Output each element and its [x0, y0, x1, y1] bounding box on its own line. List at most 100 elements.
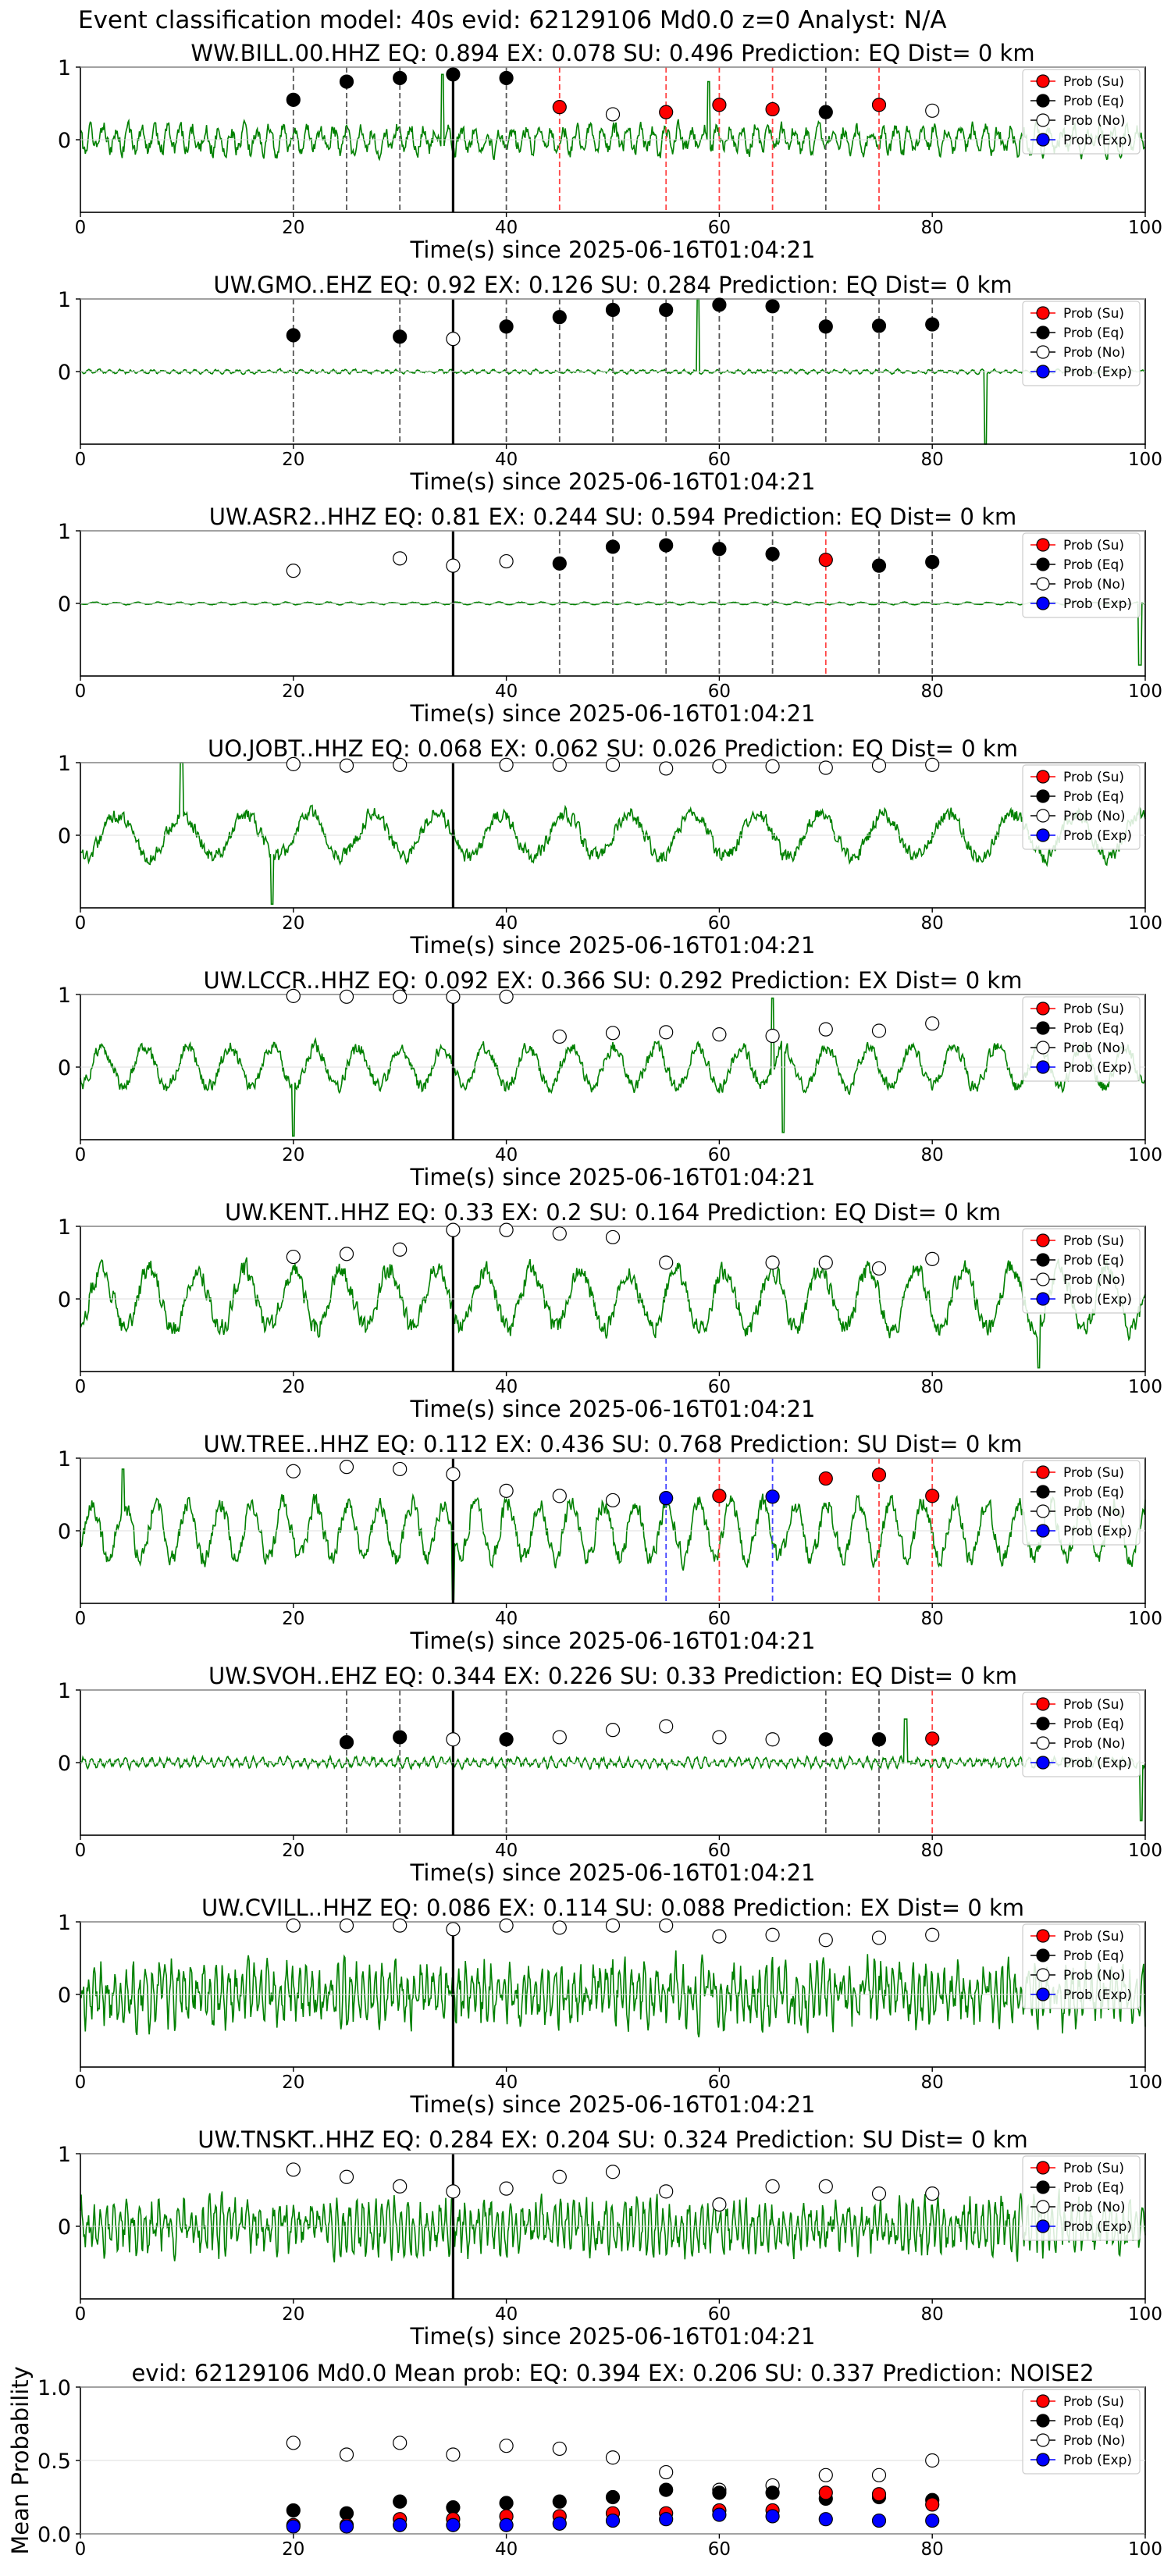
y-tick-label: 0 [58, 1288, 71, 1312]
legend-box [1022, 764, 1141, 850]
x-tick-label: 100 [1128, 1377, 1162, 1397]
prob-marker-no [393, 2179, 408, 2194]
prob-marker-no [286, 564, 301, 578]
panel-title: UW.CVILL..HHZ EQ: 0.086 EX: 0.114 SU: 0.… [201, 1895, 1024, 1921]
legend-label-no: Prob (No) [1063, 1736, 1126, 1752]
prob-marker-no [339, 2169, 354, 2184]
x-tick-label: 80 [921, 218, 944, 238]
x-tick-label: 0 [75, 2539, 87, 2560]
y-tick-label: 1 [58, 520, 71, 544]
x-tick-label: 60 [708, 913, 731, 934]
prob-marker-no [659, 761, 674, 776]
legend-marker-exp [1036, 2219, 1050, 2233]
legend: Prob (Su) Prob (Eq) Prob (No) Prob (Exp) [1022, 1692, 1141, 1777]
legend-label-eq: Prob (Eq) [1063, 1021, 1124, 1037]
prob-marker-exp [765, 1489, 780, 1504]
x-tick-label: 0 [75, 450, 87, 470]
mean-marker-eq [393, 2494, 408, 2509]
prob-marker-eq [818, 105, 833, 119]
legend-marker-exp [1036, 133, 1050, 147]
prob-marker-no [393, 1461, 408, 1477]
x-tick-label: 80 [921, 2073, 944, 2093]
prob-marker-no [871, 2186, 887, 2201]
x-tick-label: 40 [495, 450, 518, 470]
x-tick-label: 0 [75, 1377, 87, 1397]
legend: Prob (Su) Prob (Eq) Prob (No) Prob (Exp) [1022, 764, 1141, 850]
legend: Prob (Su) Prob (Eq) Prob (No) Prob (Exp) [1022, 301, 1141, 386]
prob-marker-no [552, 1920, 567, 1935]
mean-marker-exp [659, 2512, 674, 2527]
prob-marker-no [552, 1029, 567, 1044]
panel-uo-jobt--hhz: UO.JOBT..HHZ EQ: 0.068 EX: 0.062 SU: 0.0… [58, 735, 1162, 959]
prob-marker-no [286, 756, 301, 771]
mean-marker-no [339, 2447, 354, 2462]
x-tick-label: 60 [708, 218, 731, 238]
legend: Prob (Su) Prob (Eq) Prob (No) Prob (Exp) [1022, 1923, 1141, 2009]
legend-marker-su [1036, 538, 1050, 552]
x-tick-label: 100 [1128, 1841, 1162, 1861]
legend-label-no: Prob (No) [1063, 577, 1126, 592]
x-axis-label: Time(s) since 2025-06-16T01:04:21 [410, 2323, 816, 2350]
prob-marker-no [339, 1460, 354, 1475]
prob-marker-no [446, 1222, 461, 1237]
x-tick-label: 60 [708, 450, 731, 470]
prob-marker-no [605, 1026, 621, 1041]
prob-marker-no [712, 759, 727, 774]
legend-box [1022, 2389, 1141, 2475]
legend-marker-su [1036, 306, 1050, 320]
y-tick-label: 1 [58, 1215, 71, 1240]
legend-marker-exp [1036, 596, 1050, 610]
mean-marker-eq [765, 2485, 780, 2500]
mean-marker-exp [925, 2513, 940, 2528]
prob-marker-eq [552, 556, 567, 571]
prob-marker-no [446, 332, 461, 347]
waveform-trace [80, 1718, 1146, 1822]
legend-marker-su [1036, 1002, 1050, 1016]
prob-marker-su [765, 101, 780, 117]
prob-marker-no [339, 989, 354, 1004]
panel-ww-bill-00-hhz: WW.BILL.00.HHZ EQ: 0.894 EX: 0.078 SU: 0… [58, 40, 1162, 263]
legend-marker-su [1036, 74, 1050, 88]
x-tick-label: 60 [708, 2073, 731, 2093]
x-tick-label: 80 [921, 913, 944, 934]
x-tick-label: 80 [921, 681, 944, 702]
prob-marker-no [712, 1929, 727, 1944]
prob-marker-no [552, 1730, 567, 1745]
x-tick-label: 20 [282, 1609, 304, 1629]
page-title: Event classification model: 40s evid: 62… [78, 6, 947, 34]
legend-marker-no [1036, 113, 1050, 127]
y-tick-label: 0 [58, 2215, 71, 2240]
legend-label-eq: Prob (Eq) [1063, 1717, 1124, 1732]
legend-label-su: Prob (Su) [1063, 74, 1124, 90]
x-tick-label: 80 [921, 1841, 944, 1861]
prob-marker-no [605, 107, 621, 122]
legend-label-su: Prob (Su) [1063, 770, 1124, 785]
x-axis-label: Time(s) since 2025-06-16T01:04:21 [410, 468, 816, 495]
x-tick-label: 0 [75, 681, 87, 702]
prob-marker-no [925, 1251, 940, 1266]
y-tick-label: 1 [58, 1679, 71, 1703]
prob-marker-no [925, 1927, 940, 1942]
panel-title: UW.KENT..HHZ EQ: 0.33 EX: 0.2 SU: 0.164 … [225, 1199, 1001, 1226]
prob-marker-no [605, 1723, 621, 1738]
prob-marker-no [818, 1933, 833, 1948]
x-tick-label: 40 [495, 681, 518, 702]
legend-box [1022, 1460, 1141, 1546]
prob-marker-no [393, 757, 408, 772]
legend-label-no: Prob (No) [1063, 1041, 1126, 1056]
prob-marker-su [818, 553, 833, 568]
legend-marker-no [1036, 1736, 1050, 1750]
mean-marker-eq [286, 2503, 301, 2518]
waveform-trace [80, 1257, 1146, 1369]
legend: Prob (Su) Prob (Eq) Prob (No) Prob (Exp) [1022, 69, 1141, 155]
prob-marker-eq [712, 542, 727, 557]
legend-marker-eq [1036, 789, 1050, 803]
legend-label-su: Prob (Su) [1063, 1465, 1124, 1481]
mean-marker-no [393, 2435, 408, 2450]
mean-marker-eq [605, 2489, 621, 2505]
prob-marker-no [925, 757, 940, 772]
prob-marker-no [286, 2162, 301, 2177]
mean-marker-exp [393, 2517, 408, 2532]
prob-marker-no [925, 2186, 940, 2201]
legend-label-su: Prob (Su) [1063, 2161, 1124, 2176]
